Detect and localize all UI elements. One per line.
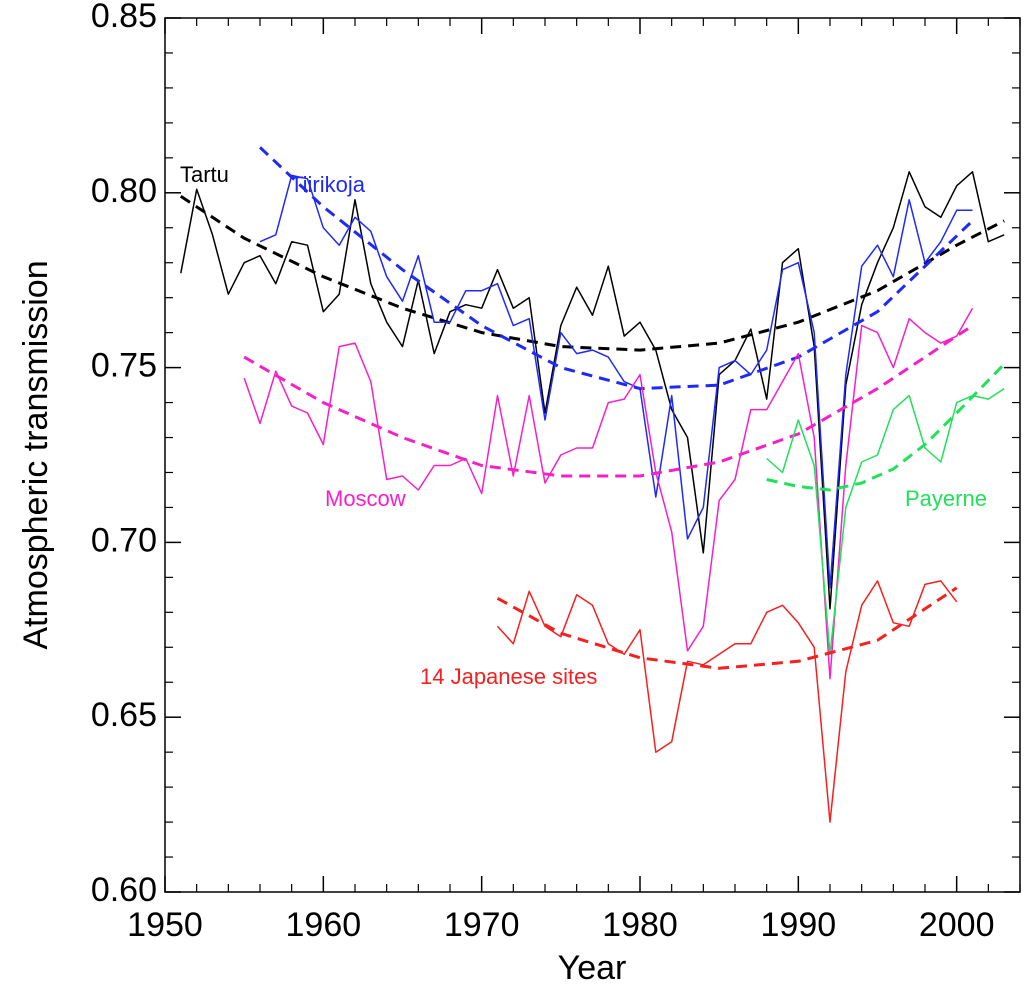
series-label: Moscow — [325, 486, 406, 511]
x-tick-label: 1970 — [444, 906, 520, 944]
series-label: 14 Japanese sites — [420, 664, 597, 689]
series-label: Payerne — [905, 486, 987, 511]
y-tick-label: 0.70 — [91, 521, 157, 559]
x-tick-label: 1960 — [286, 906, 362, 944]
y-tick-label: 0.85 — [91, 0, 157, 35]
x-tick-label: 1980 — [602, 906, 678, 944]
series-label: Tiirikoja — [290, 172, 366, 197]
x-tick-label: 2000 — [919, 906, 995, 944]
y-axis-title: Atmospheric transmission — [17, 260, 55, 649]
fit-line — [243, 324, 974, 478]
x-tick-label: 1950 — [127, 906, 203, 944]
data-line — [766, 387, 1005, 656]
series-label: Tartu — [180, 162, 229, 187]
fit-line — [496, 586, 958, 670]
data-line — [259, 174, 973, 589]
fit-line — [258, 146, 974, 391]
y-tick-label: 0.75 — [91, 347, 157, 385]
plot-frame — [164, 17, 1021, 893]
data-line — [180, 171, 1005, 610]
x-tick-label: 1990 — [761, 906, 837, 944]
fit-line — [766, 363, 1006, 492]
y-tick-label: 0.80 — [91, 172, 157, 210]
data-line — [496, 580, 958, 823]
fit-line — [179, 195, 1005, 352]
y-tick-label: 0.65 — [91, 696, 157, 734]
y-tick-label: 0.60 — [91, 871, 157, 909]
data-line — [243, 307, 974, 680]
x-axis-title: Year — [558, 949, 627, 987]
